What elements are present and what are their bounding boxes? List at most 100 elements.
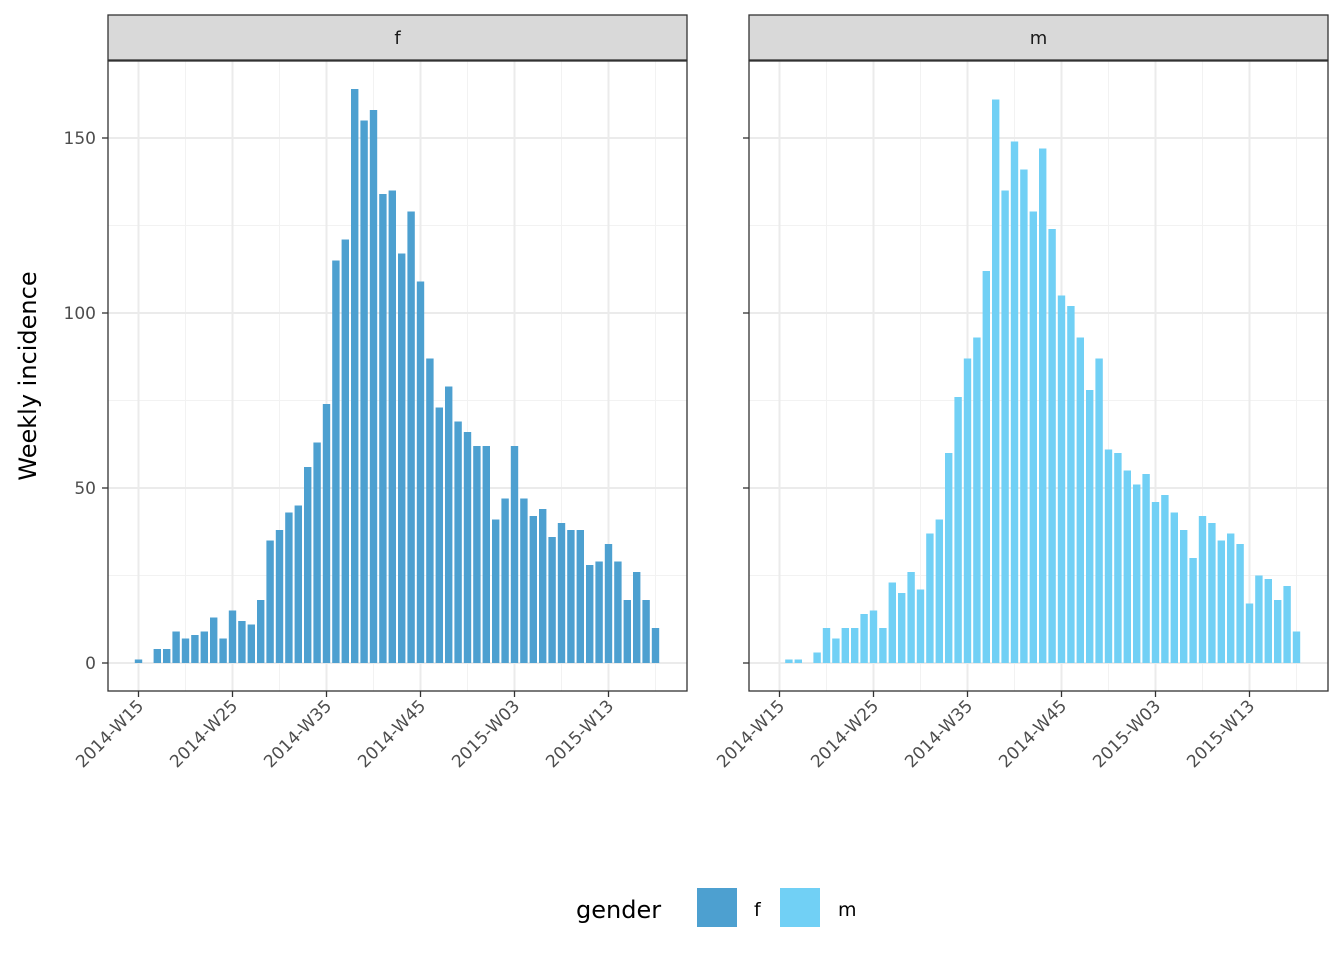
bar <box>1170 512 1178 663</box>
x-tick-label: 2015-W13 <box>1183 696 1259 772</box>
bar <box>416 281 425 663</box>
bar <box>210 617 218 663</box>
bar <box>963 358 972 663</box>
bar <box>794 659 802 663</box>
bar <box>785 659 793 663</box>
bar <box>1198 516 1207 663</box>
bar <box>822 628 831 663</box>
bar <box>1067 306 1075 663</box>
facet-strip-label: f <box>394 28 401 49</box>
bar <box>313 442 321 663</box>
bar <box>879 628 887 663</box>
bar <box>426 358 434 663</box>
x-tick-label: 2014-W45 <box>354 696 430 772</box>
bar <box>1104 449 1113 663</box>
bar <box>614 561 622 663</box>
bar <box>257 600 265 663</box>
x-tick-label: 2014-W15 <box>72 696 148 772</box>
x-tick-label: 2015-W03 <box>448 696 524 772</box>
bar <box>1236 544 1244 663</box>
y-tick-label: 150 <box>64 129 96 149</box>
bar <box>1010 141 1019 663</box>
facet-panel-m: m 2014-W15 2014-W25 2014-W35 2014-W45 2015-W0… <box>713 14 1329 772</box>
bar <box>294 505 302 663</box>
panel-border <box>748 60 1329 692</box>
bar <box>191 635 199 663</box>
bar <box>398 253 406 663</box>
bar <box>1020 169 1028 663</box>
bar <box>407 211 415 663</box>
bar <box>304 467 312 663</box>
bar <box>492 519 500 663</box>
bar <box>445 386 453 663</box>
bar <box>228 610 237 663</box>
bar <box>557 523 566 663</box>
x-tick-label: 2014-W45 <box>995 696 1071 772</box>
x-tick-label: 2014-W15 <box>713 696 789 772</box>
bar <box>238 621 246 663</box>
bar <box>332 260 340 663</box>
bar <box>832 638 840 663</box>
bar <box>935 519 943 663</box>
bar <box>285 512 293 663</box>
legend-label: f <box>754 899 762 921</box>
bar <box>454 421 462 663</box>
bar <box>529 516 537 663</box>
bar <box>172 631 180 663</box>
y-tick-label: 50 <box>74 479 96 499</box>
bar <box>1086 390 1094 663</box>
bar <box>576 530 584 663</box>
bar <box>945 453 953 663</box>
bar <box>360 120 368 663</box>
bar <box>851 628 859 663</box>
bar <box>341 239 349 663</box>
bar <box>1048 229 1056 663</box>
bar <box>992 99 1000 663</box>
bar <box>1227 533 1235 663</box>
legend-key-m <box>780 888 820 927</box>
bar <box>1142 474 1150 663</box>
bar <box>1001 190 1009 663</box>
bar <box>907 572 915 663</box>
bar <box>567 530 575 663</box>
bar <box>1151 502 1160 663</box>
bar <box>633 572 641 663</box>
bar <box>1189 558 1197 663</box>
facet-strip <box>107 14 688 61</box>
bar <box>1076 337 1084 663</box>
bar <box>1114 453 1122 663</box>
bar <box>275 530 284 663</box>
y-tick-label: 0 <box>85 654 96 674</box>
bar <box>841 628 849 663</box>
bar <box>1245 603 1254 663</box>
bar <box>200 631 208 663</box>
x-tick-label: 2014-W25 <box>166 696 242 772</box>
legend-label: m <box>838 899 857 921</box>
bar <box>869 610 878 663</box>
bar <box>134 659 143 663</box>
panel-border <box>107 60 688 692</box>
bar <box>1029 211 1037 663</box>
y-axis-title: Weekly incidence <box>14 271 42 480</box>
bar <box>435 407 443 663</box>
bar <box>520 498 528 663</box>
bar <box>510 446 519 663</box>
bar <box>926 533 934 663</box>
bar <box>219 638 227 663</box>
y-tick-label: 100 <box>64 304 96 324</box>
bar <box>1217 540 1225 663</box>
bar <box>898 593 906 663</box>
bar <box>247 624 255 663</box>
legend: gender f m <box>576 888 857 927</box>
bar <box>1283 586 1291 663</box>
bar <box>1264 579 1272 663</box>
bar <box>1180 530 1188 663</box>
bar <box>1208 523 1216 663</box>
bar <box>651 628 660 663</box>
bar <box>954 397 962 663</box>
bar <box>1095 358 1103 663</box>
bar <box>586 565 594 663</box>
bar <box>1133 484 1141 663</box>
